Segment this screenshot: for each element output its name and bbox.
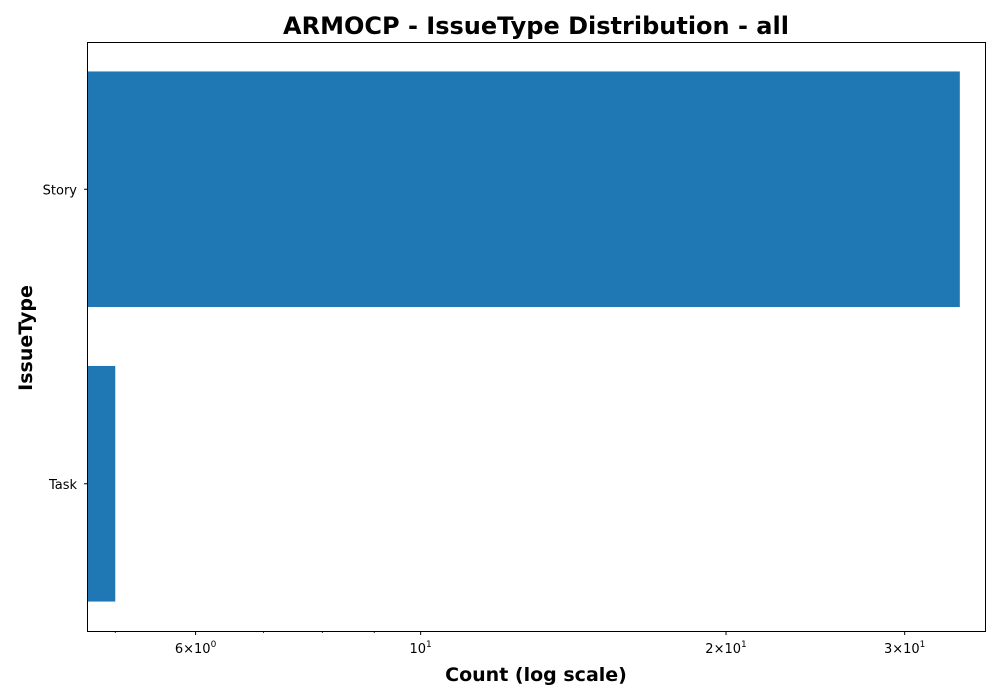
bar-task [88, 365, 116, 602]
bars-group [88, 71, 960, 602]
y-tick-label: Story [43, 183, 78, 198]
chart-title: ARMOCP - IssueType Distribution - all [283, 12, 789, 40]
plot-area-frame [87, 42, 986, 632]
x-tick-label: 101 [410, 640, 432, 657]
x-tick-label: 3×101 [884, 640, 925, 657]
y-axis-label: IssueType [15, 285, 37, 391]
x-tick-label: 6×100 [175, 640, 217, 657]
x-tick-label: 2×101 [705, 640, 746, 657]
x-axis: 6×100 101 2×101 3×101 [114, 631, 925, 657]
y-tick-label: Task [48, 478, 78, 493]
y-axis: Story Task [43, 183, 88, 493]
x-axis-label: Count (log scale) [445, 664, 627, 686]
bar-story [88, 71, 960, 308]
